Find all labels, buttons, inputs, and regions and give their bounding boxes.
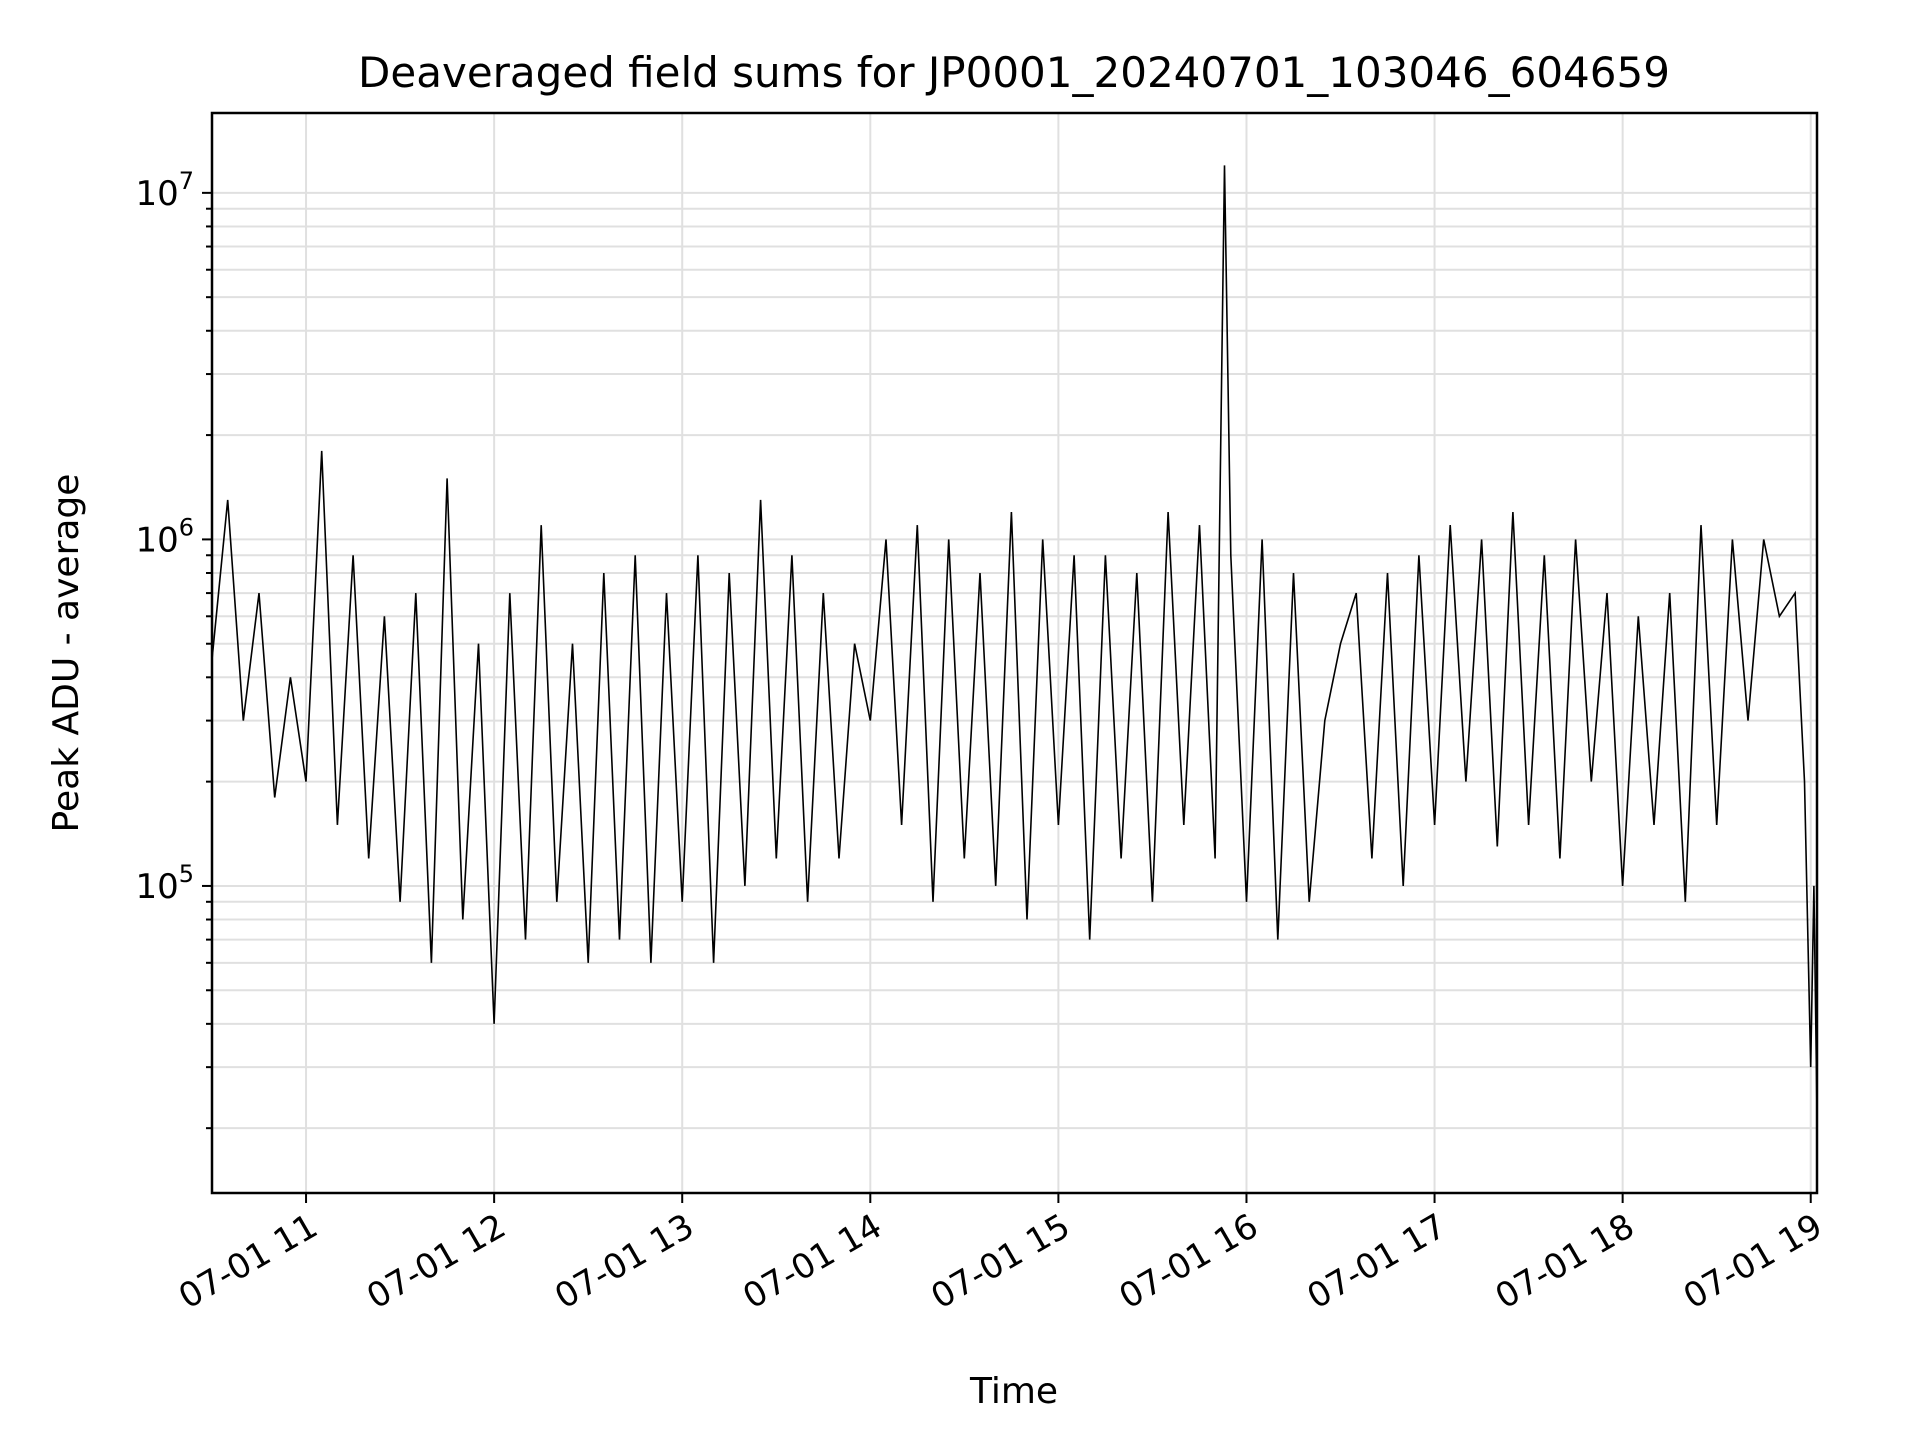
y-tick-exponent: 6 — [179, 513, 194, 541]
y-axis-label: Peak ADU - average — [46, 474, 87, 833]
y-tick-label: 107 — [135, 167, 194, 214]
y-tick-base: 10 — [135, 867, 178, 907]
grid — [212, 113, 1817, 1193]
series-line — [211, 165, 1818, 1114]
y-tick-exponent: 5 — [179, 860, 194, 888]
y-tick-base: 10 — [135, 520, 178, 560]
plot-data — [211, 165, 1818, 1114]
x-axis-label: Time — [969, 1371, 1058, 1412]
y-tick-base: 10 — [135, 174, 178, 214]
chart-title: Deaveraged field sums for JP0001_2024070… — [358, 48, 1670, 97]
y-tick-exponent: 7 — [179, 167, 194, 195]
y-tick-label: 105 — [135, 860, 194, 907]
y-tick-label: 106 — [135, 513, 194, 560]
plot-frame — [210, 111, 1819, 1195]
